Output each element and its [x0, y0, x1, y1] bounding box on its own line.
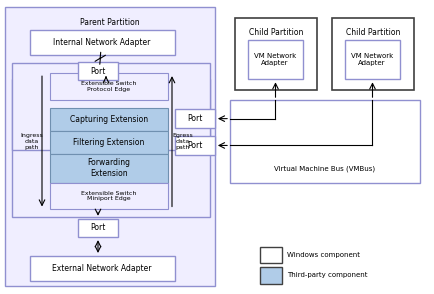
Bar	[50, 154, 168, 183]
Text: Capturing Extension: Capturing Extension	[70, 115, 148, 124]
Bar	[50, 108, 168, 131]
Text: Hyper-V Extensible Switch: Hyper-V Extensible Switch	[61, 132, 161, 141]
Text: Extensible Switch
Miniport Edge: Extensible Switch Miniport Edge	[81, 191, 136, 201]
Bar	[247, 40, 302, 79]
Text: VM Network
Adapter: VM Network Adapter	[350, 53, 392, 66]
Text: Port: Port	[187, 114, 202, 123]
Text: Internal Network Adapter: Internal Network Adapter	[53, 38, 150, 47]
Text: Port: Port	[90, 223, 105, 233]
Bar	[50, 131, 168, 154]
Bar	[174, 109, 214, 128]
Bar	[260, 247, 281, 263]
Text: Third-party component: Third-party component	[286, 273, 367, 278]
Bar	[50, 73, 168, 100]
Text: Parent Partition: Parent Partition	[80, 18, 139, 26]
Bar	[234, 18, 316, 90]
Bar	[230, 100, 419, 183]
Text: Extensible Switch
Protocol Edge: Extensible Switch Protocol Edge	[81, 81, 136, 92]
Bar	[78, 219, 118, 237]
Text: Child Partition: Child Partition	[345, 28, 399, 37]
Text: Port: Port	[90, 67, 105, 76]
Text: VM Network
Adapter: VM Network Adapter	[253, 53, 296, 66]
Bar	[174, 136, 214, 155]
Text: External Network Adapter: External Network Adapter	[52, 264, 151, 273]
Bar	[50, 183, 168, 209]
Text: Child Partition: Child Partition	[248, 28, 302, 37]
Bar	[260, 267, 281, 284]
Bar	[344, 40, 399, 79]
Bar	[30, 256, 174, 280]
Text: Filtering Extension: Filtering Extension	[73, 138, 145, 147]
Bar	[12, 79, 210, 217]
Text: Windows component: Windows component	[286, 252, 359, 258]
Bar	[78, 62, 118, 81]
Text: Egress
data
path: Egress data path	[172, 133, 193, 150]
Bar	[5, 7, 214, 286]
Bar	[12, 63, 210, 150]
Text: Ingress
data
path: Ingress data path	[20, 133, 43, 150]
Text: Forwarding
Extension: Forwarding Extension	[87, 158, 130, 178]
Bar	[30, 30, 174, 55]
Text: Port: Port	[187, 141, 202, 150]
Bar	[331, 18, 413, 90]
Text: Virtual Machine Bus (VMBus): Virtual Machine Bus (VMBus)	[274, 166, 375, 172]
